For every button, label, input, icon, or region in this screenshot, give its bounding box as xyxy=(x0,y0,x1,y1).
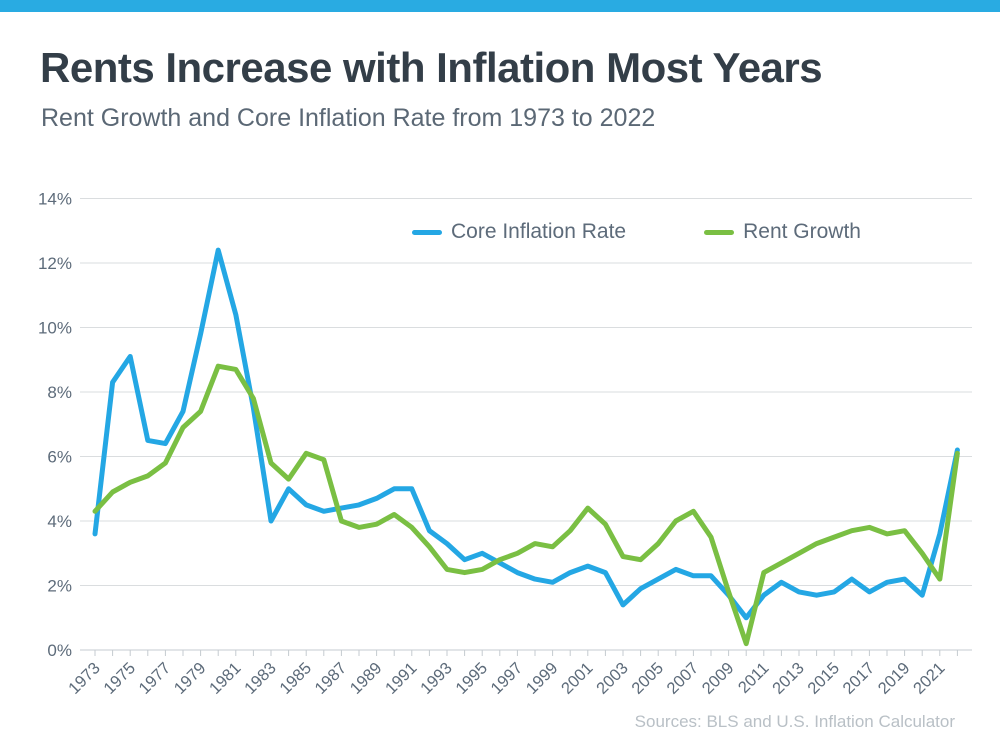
x-tick-label: 1997 xyxy=(488,659,527,698)
x-tick-label: 2007 xyxy=(664,659,703,698)
x-tick-label: 1975 xyxy=(100,659,139,698)
x-tick-label: 2003 xyxy=(593,659,632,698)
legend-label-rent-growth: Rent Growth xyxy=(743,220,861,243)
x-tick-label: 1973 xyxy=(65,659,104,698)
series-line-rent-growth xyxy=(92,363,960,647)
y-tick-label: 12% xyxy=(38,254,72,273)
rent-growth-line-marker xyxy=(704,229,735,235)
page-subtitle: Rent Growth and Core Inflation Rate from… xyxy=(41,104,656,132)
x-tick-label: 2011 xyxy=(735,659,773,697)
y-tick-label: 2% xyxy=(47,577,72,596)
chart-legend: Core Inflation Rate Rent Growth xyxy=(412,220,861,244)
x-tick-label: 2001 xyxy=(558,659,597,698)
rent-vs-inflation-line-chart: 0% 2% 4% 6% 8% 10% 12% 14% 1973 1975 1977 1979 1981 1… xyxy=(0,150,1000,710)
top-accent-bar xyxy=(0,0,1000,12)
x-tick-label: 1987 xyxy=(312,659,351,698)
x-tick-label: 2019 xyxy=(875,659,914,698)
page-title: Rents Increase with Inflation Most Years xyxy=(40,44,823,91)
y-tick-label: 6% xyxy=(47,448,72,467)
x-tick-label: 1983 xyxy=(241,659,280,698)
x-tick-label: 1999 xyxy=(523,659,562,698)
legend-label-core-inflation-rate: Core Inflation Rate xyxy=(451,220,627,243)
y-tick-label: 0% xyxy=(47,641,72,660)
x-tick-label: 1995 xyxy=(452,659,491,698)
x-tick-label: 1991 xyxy=(382,659,421,698)
x-tick-label: 1993 xyxy=(417,659,456,698)
x-tick-label: 2017 xyxy=(840,659,879,698)
y-tick-label: 4% xyxy=(47,512,72,531)
x-tick-label: 1985 xyxy=(276,659,315,698)
x-tick-label: 2013 xyxy=(769,659,808,698)
x-tick-label: 2009 xyxy=(699,659,738,698)
x-tick-label: 1981 xyxy=(206,659,245,698)
x-tick-label: 1979 xyxy=(171,659,210,698)
x-tick-label: 2021 xyxy=(910,659,949,698)
source-attribution: Sources: BLS and U.S. Inflation Calculat… xyxy=(634,712,955,731)
legend-item-rent-growth: Rent Growth xyxy=(704,220,861,244)
legend-item-core-inflation-rate: Core Inflation Rate xyxy=(412,220,626,244)
chart-plot-area: 0%2%4%6%8%10%12%14%197319751977197919811… xyxy=(38,190,972,698)
y-tick-label: 8% xyxy=(47,383,72,402)
x-tick-label: 1977 xyxy=(136,659,175,698)
x-tick-label: 2005 xyxy=(628,659,667,698)
y-tick-label: 10% xyxy=(38,319,72,338)
x-tick-label: 2015 xyxy=(804,659,843,698)
y-tick-label: 14% xyxy=(38,190,72,209)
x-tick-label: 1989 xyxy=(347,659,386,698)
series-line-core-inflation-rate xyxy=(92,247,960,621)
core-inflation-line-marker xyxy=(412,229,442,235)
